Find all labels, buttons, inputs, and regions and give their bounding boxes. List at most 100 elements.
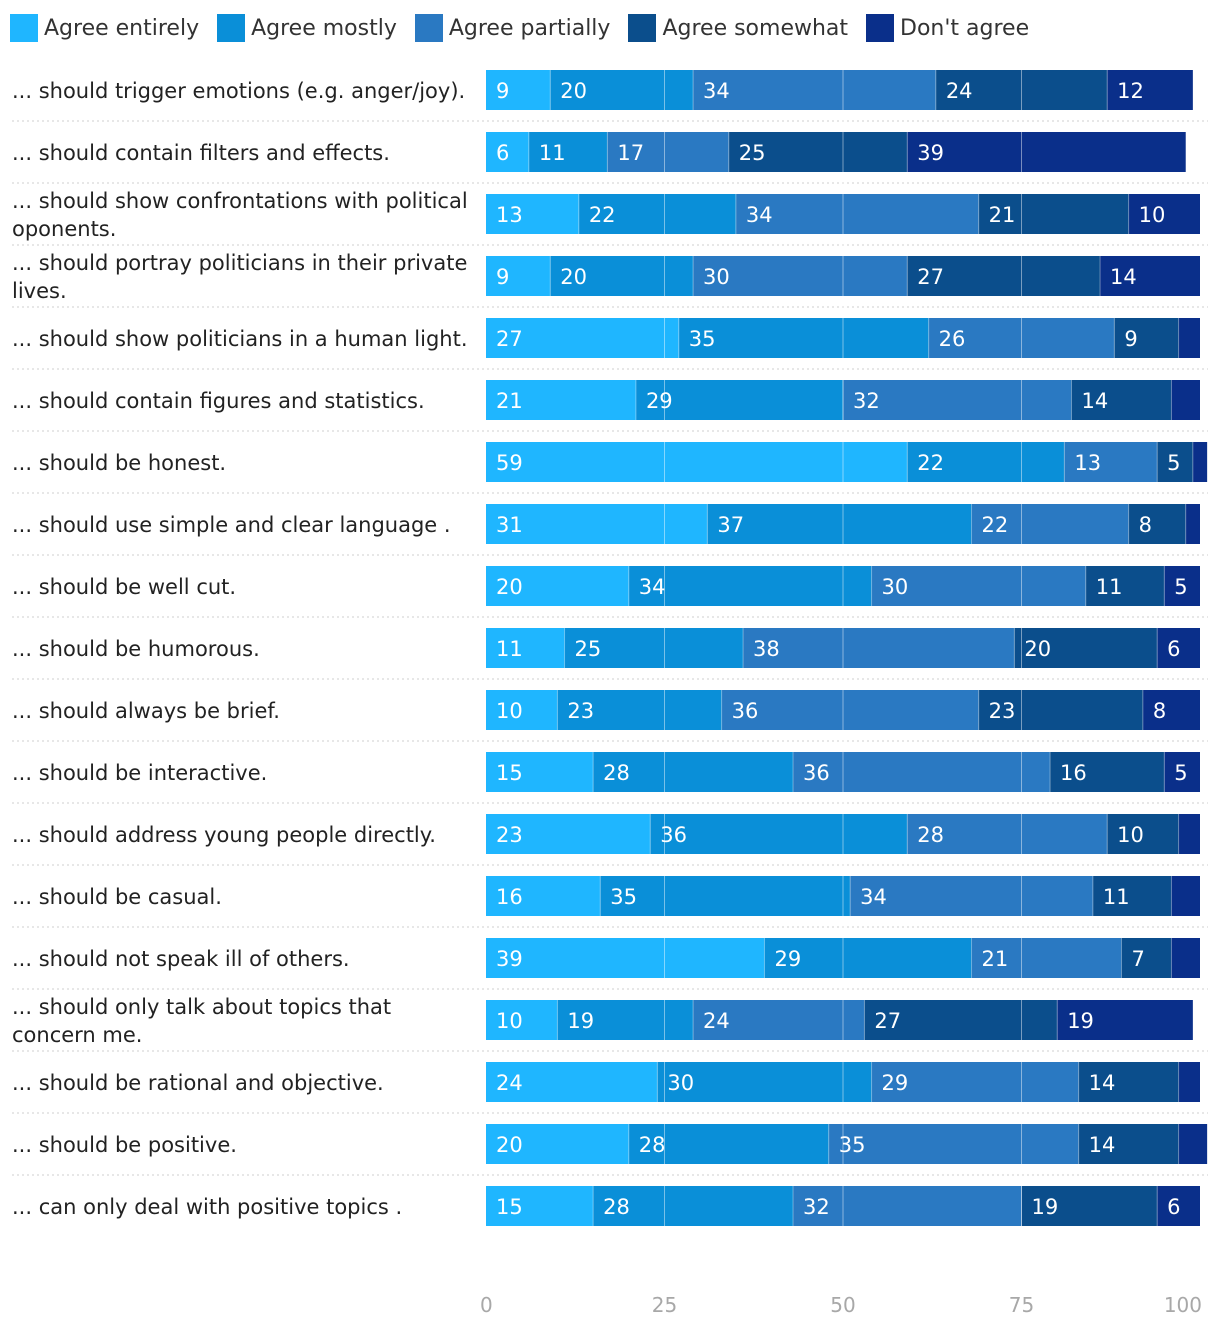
legend-label: Agree mostly bbox=[251, 15, 397, 41]
bar-segment bbox=[607, 132, 729, 172]
value-label: 7 bbox=[1131, 947, 1144, 971]
bar-segment bbox=[1078, 1062, 1179, 1102]
bar-segment bbox=[578, 194, 736, 234]
value-label: 26 bbox=[939, 327, 966, 351]
bar-segment bbox=[850, 876, 1093, 916]
value-label: 34 bbox=[746, 203, 773, 227]
legend-item[interactable]: Agree entirely bbox=[10, 14, 199, 42]
category-label: ... should be humorous. bbox=[12, 637, 260, 661]
value-label: 14 bbox=[1110, 265, 1137, 289]
legend-item[interactable]: Agree mostly bbox=[217, 14, 397, 42]
category-label: ... should be honest. bbox=[12, 451, 226, 475]
value-label: 20 bbox=[560, 265, 587, 289]
bar-segment bbox=[793, 752, 1051, 792]
x-tick-label: 50 bbox=[830, 1293, 855, 1317]
value-label: 10 bbox=[1117, 823, 1144, 847]
value-label: 22 bbox=[589, 203, 616, 227]
bar-segment bbox=[978, 690, 1143, 730]
bar-segment bbox=[735, 194, 979, 234]
value-label: 39 bbox=[917, 141, 944, 165]
value-label: 24 bbox=[946, 79, 973, 103]
bar-segment bbox=[1157, 442, 1193, 482]
value-label: 36 bbox=[660, 823, 687, 847]
bar-segment bbox=[907, 442, 1065, 482]
bar-segment bbox=[864, 1000, 1058, 1040]
bar-segment bbox=[486, 938, 765, 978]
bar-segment bbox=[843, 380, 1072, 420]
value-label: 14 bbox=[1089, 1071, 1116, 1095]
bar-segment bbox=[486, 1000, 558, 1040]
bar-segment bbox=[1164, 752, 1200, 792]
value-label: 34 bbox=[703, 79, 730, 103]
bar-segment bbox=[1107, 814, 1179, 854]
value-label: 30 bbox=[882, 575, 909, 599]
bar-segment bbox=[650, 814, 908, 854]
bar-segment bbox=[907, 814, 1108, 854]
legend-label: Agree somewhat bbox=[662, 15, 849, 41]
category-label: ... should trigger emotions (e.g. anger/… bbox=[12, 79, 465, 103]
bar-segment bbox=[828, 1124, 1079, 1164]
value-label: 20 bbox=[560, 79, 587, 103]
value-label: 19 bbox=[567, 1009, 594, 1033]
bar-segment bbox=[1121, 938, 1172, 978]
value-label: 13 bbox=[496, 203, 523, 227]
value-label: 30 bbox=[667, 1071, 694, 1095]
value-label: 14 bbox=[1081, 389, 1108, 413]
category-label: ... should be well cut. bbox=[12, 575, 236, 599]
category-label: ... should only talk about topics that co… bbox=[12, 995, 391, 1047]
bar-segment bbox=[1114, 318, 1179, 358]
bar-segment bbox=[1078, 1124, 1179, 1164]
value-label: 8 bbox=[1139, 513, 1152, 537]
value-label: 11 bbox=[496, 637, 523, 661]
value-label: 30 bbox=[703, 265, 730, 289]
value-label: 21 bbox=[989, 203, 1016, 227]
legend-swatch bbox=[10, 14, 38, 42]
value-label: 34 bbox=[639, 575, 666, 599]
legend-swatch bbox=[217, 14, 246, 42]
bar-segment bbox=[486, 318, 679, 358]
value-label: 23 bbox=[989, 699, 1016, 723]
value-label: 29 bbox=[646, 389, 673, 413]
bar-segment bbox=[1100, 256, 1200, 296]
bar-segment bbox=[486, 442, 908, 482]
value-label: 11 bbox=[1103, 885, 1130, 909]
value-label: 22 bbox=[917, 451, 944, 475]
bar-segment bbox=[871, 566, 1086, 606]
legend-item[interactable]: Agree partially bbox=[414, 14, 611, 42]
bar-segment bbox=[1057, 1000, 1193, 1040]
value-label: 34 bbox=[860, 885, 887, 909]
legend-label: Don't agree bbox=[900, 15, 1030, 41]
bar-segment bbox=[486, 690, 558, 730]
bar-segment bbox=[1064, 442, 1158, 482]
bar-segment bbox=[628, 1124, 829, 1164]
legend-label: Agree partially bbox=[448, 15, 611, 41]
bar-segment bbox=[486, 876, 601, 916]
bar-segment bbox=[1021, 1186, 1158, 1226]
legend-swatch bbox=[628, 14, 657, 42]
bar-segment bbox=[486, 132, 529, 172]
x-tick-label: 0 bbox=[480, 1293, 493, 1317]
bar-segment bbox=[550, 256, 694, 296]
value-label: 21 bbox=[496, 389, 523, 413]
bar-segment bbox=[486, 380, 636, 420]
bar-segment bbox=[657, 1062, 872, 1102]
value-label: 28 bbox=[917, 823, 944, 847]
bar-segment bbox=[1185, 504, 1200, 544]
bar-segment bbox=[935, 70, 1108, 110]
value-label: 39 bbox=[496, 947, 523, 971]
value-label: 6 bbox=[1167, 637, 1180, 661]
value-label: 9 bbox=[1124, 327, 1137, 351]
x-tick-label: 25 bbox=[652, 1293, 677, 1317]
value-label: 11 bbox=[539, 141, 566, 165]
legend-item[interactable]: Agree somewhat bbox=[628, 14, 848, 42]
value-label: 21 bbox=[982, 947, 1009, 971]
bar-segment bbox=[486, 194, 579, 234]
value-label: 16 bbox=[1060, 761, 1087, 785]
bar-segment bbox=[693, 1000, 865, 1040]
legend-item[interactable]: Don't agree bbox=[866, 14, 1029, 42]
bar-segment bbox=[564, 628, 744, 668]
bar-segment bbox=[1128, 504, 1186, 544]
value-label: 10 bbox=[1139, 203, 1166, 227]
bar-segment bbox=[628, 566, 872, 606]
bar-segment bbox=[486, 504, 708, 544]
